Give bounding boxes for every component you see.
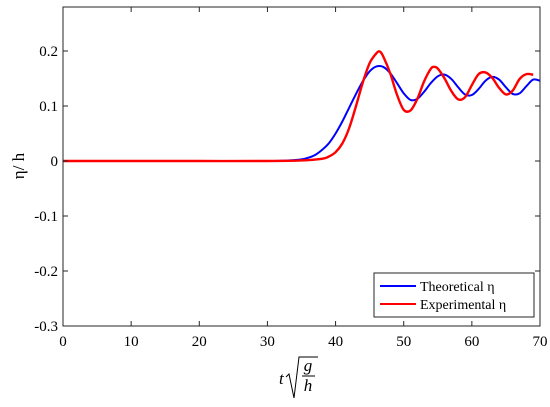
x-tick-label: 60 bbox=[464, 334, 479, 350]
x-tick-label: 0 bbox=[59, 334, 67, 350]
legend: Theoretical η Experimental η bbox=[373, 272, 535, 318]
x-tick-label: 20 bbox=[192, 334, 207, 350]
x-tick-label: 40 bbox=[328, 334, 343, 350]
y-tick-label: -0.2 bbox=[34, 264, 58, 280]
y-tick-label: 0.1 bbox=[39, 99, 58, 115]
y-tick-label: 0 bbox=[51, 154, 59, 170]
legend-box bbox=[373, 272, 535, 318]
y-tick-label: -0.1 bbox=[34, 209, 58, 225]
x-tick-label: 50 bbox=[396, 334, 411, 350]
plot-frame bbox=[62, 6, 541, 327]
ticks-layer bbox=[62, 7, 541, 327]
x-tick-label: 30 bbox=[260, 334, 275, 350]
series-layer bbox=[63, 50, 541, 163]
x-axis-title-numerator: g bbox=[304, 356, 313, 375]
tick-labels-layer: 0 10 20 30 40 50 60 70 -0.3 -0.2 -0.1 0 0.1 0.2 bbox=[34, 44, 547, 350]
y-axis-title: η/ h bbox=[9, 152, 28, 179]
legend-label-experimental: Experimental η bbox=[420, 298, 506, 313]
x-axis-title: t g h bbox=[279, 356, 318, 399]
x-axis-title-radical bbox=[285, 356, 318, 399]
x-axis-title-var: t bbox=[279, 369, 285, 388]
x-tick-label: 70 bbox=[533, 334, 548, 350]
series-line-experimental bbox=[63, 50, 534, 163]
series-line-theoretical bbox=[63, 64, 541, 163]
x-axis-title-denominator: h bbox=[304, 376, 313, 395]
y-tick-label: -0.3 bbox=[34, 319, 58, 335]
legend-label-theoretical: Theoretical η bbox=[420, 280, 495, 295]
x-tick-label: 10 bbox=[124, 334, 139, 350]
y-tick-label: 0.2 bbox=[39, 44, 58, 60]
